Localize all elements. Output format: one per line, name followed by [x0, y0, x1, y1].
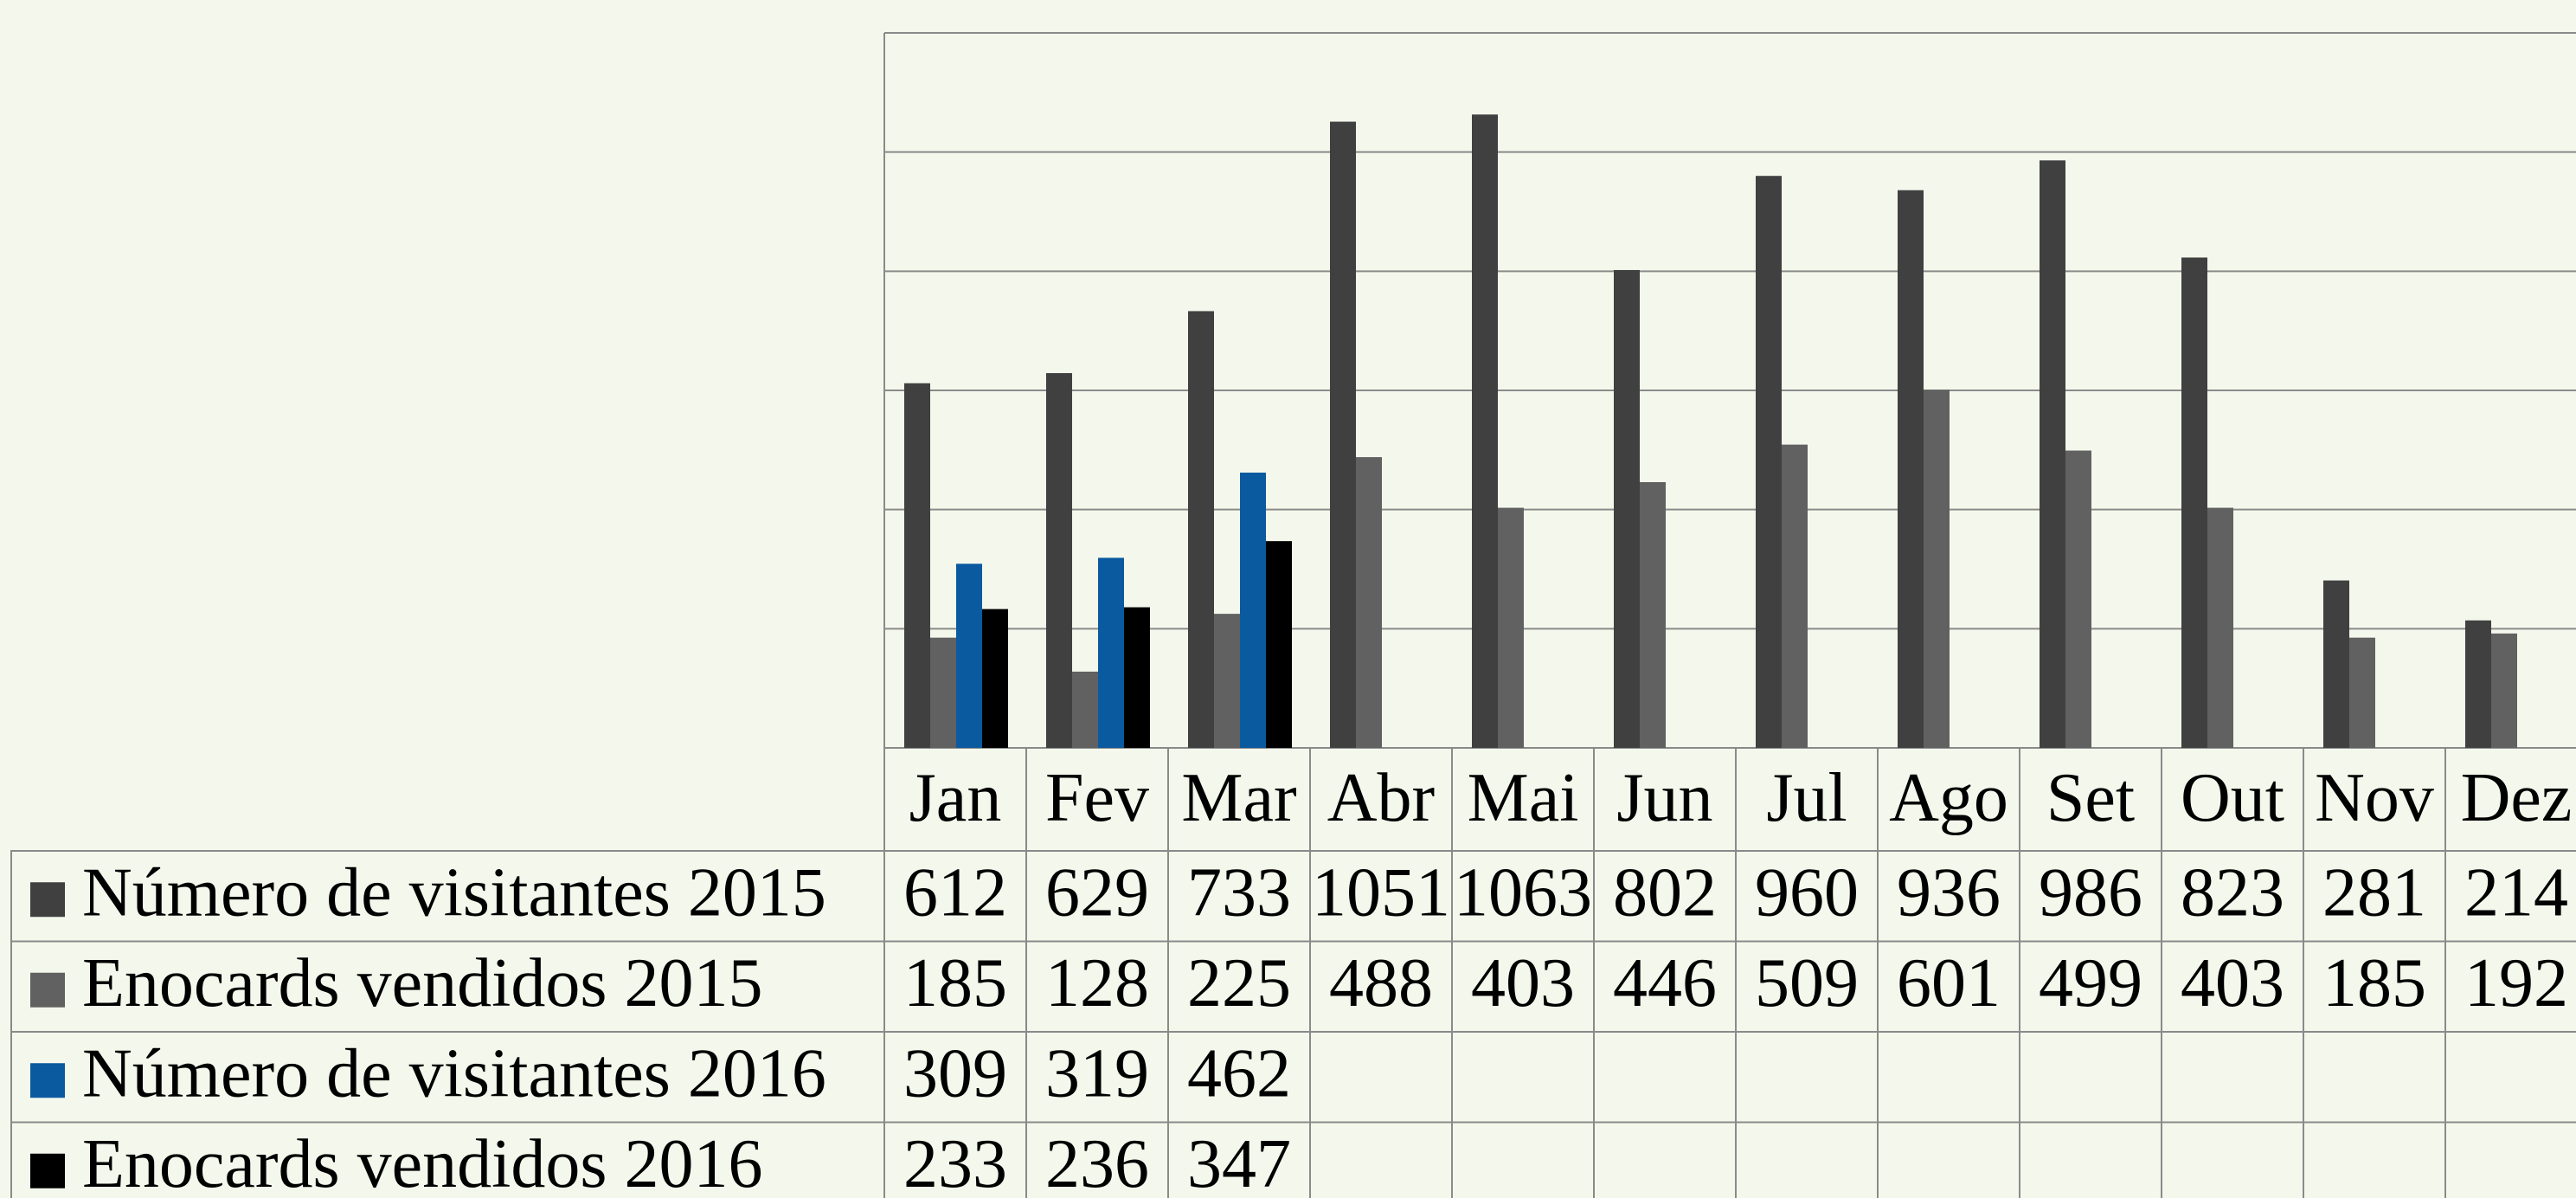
legend-label: Número de visitantes 2016: [82, 1036, 826, 1112]
table-value: 629: [1045, 855, 1149, 931]
legend-swatch: [30, 882, 65, 918]
bar: [1782, 444, 1808, 748]
bar: [2181, 257, 2207, 748]
bar: [2349, 637, 2375, 748]
table-cell: [1877, 1031, 2020, 1124]
bar: [956, 564, 982, 748]
bar: [1124, 607, 1150, 748]
table-cell: [2161, 1121, 2304, 1198]
table-value: 1051: [1312, 855, 1450, 931]
table-cell: [2019, 1031, 2162, 1124]
bar: [2040, 160, 2065, 748]
table-value: 462: [1187, 1036, 1291, 1112]
table-value: 192: [2464, 945, 2568, 1021]
table-cell: [2161, 1031, 2304, 1124]
bar: [1098, 557, 1124, 748]
table-cell: [1309, 1031, 1453, 1124]
table-value: 403: [2181, 945, 2284, 1021]
table-value: 601: [1897, 945, 2001, 1021]
table-value: 347: [1187, 1126, 1291, 1198]
x-tick-label: Jan: [909, 760, 1002, 836]
table-cell: [1309, 1121, 1453, 1198]
table-cell: [2019, 1121, 2162, 1198]
x-tick-label: Jun: [1616, 760, 1712, 836]
bar: [1614, 269, 1640, 748]
table-value: 185: [2322, 945, 2426, 1021]
table-value: 936: [1897, 855, 2001, 931]
x-tick-label: Out: [2181, 760, 2284, 836]
table-value: 214: [2464, 855, 2568, 931]
x-tick-label: Fev: [1045, 760, 1149, 836]
bar: [1046, 373, 1072, 748]
x-tick-label: Jul: [1766, 760, 1847, 836]
legend-label: Enocards vendidos 2016: [82, 1126, 763, 1198]
table-value: 499: [2039, 945, 2142, 1021]
bar: [1756, 176, 1782, 748]
table-value: 233: [903, 1126, 1007, 1198]
bar: [1472, 114, 1498, 749]
table-value: 128: [1045, 945, 1149, 1021]
bar: [2065, 450, 2091, 748]
table-value: 309: [903, 1036, 1007, 1112]
bar: [1330, 121, 1356, 749]
bar: [1266, 541, 1292, 748]
legend-swatch: [30, 972, 65, 1008]
table-value: 225: [1187, 945, 1291, 1021]
table-value: 319: [1045, 1036, 1149, 1112]
x-tick-label: Mai: [1468, 760, 1579, 836]
table-value: 1063: [1454, 855, 1592, 931]
table-cell: [2444, 1031, 2576, 1124]
x-tick-label: Nov: [2315, 760, 2434, 836]
bar: [1240, 472, 1266, 748]
table-value: 446: [1613, 945, 1717, 1021]
table-value: 960: [1755, 855, 1859, 931]
bar: [930, 637, 956, 748]
legend-swatch: [30, 1153, 65, 1188]
table-value: 509: [1755, 945, 1859, 1021]
table-value: 612: [903, 855, 1007, 931]
table-cell: [2303, 1031, 2446, 1124]
table-cell: [2444, 1121, 2576, 1198]
table-value: 733: [1187, 855, 1291, 931]
table-value: 488: [1329, 945, 1433, 1021]
table-value: 802: [1613, 855, 1717, 931]
x-tick-label: Abr: [1327, 760, 1435, 836]
table-value: 236: [1045, 1126, 1149, 1198]
bar: [1356, 457, 1382, 748]
table-value: 403: [1471, 945, 1575, 1021]
bar: [1898, 190, 1924, 749]
table-cell: [1735, 1121, 1879, 1198]
table-value: 823: [2181, 855, 2284, 931]
bar: [1924, 390, 1950, 748]
bar: [1214, 614, 1240, 748]
bar: [2465, 620, 2491, 748]
x-tick-label: Ago: [1889, 760, 2008, 836]
x-tick-label: Dez: [2461, 760, 2573, 836]
bar: [982, 609, 1008, 748]
table-cell: [1593, 1031, 1737, 1124]
bar: [1188, 311, 1214, 748]
table-value: 185: [903, 945, 1007, 1021]
table-cell: [1451, 1031, 1595, 1124]
x-tick-label: Set: [2046, 760, 2135, 836]
legend-label: Enocards vendidos 2015: [82, 945, 763, 1021]
table-cell: [1593, 1121, 1737, 1198]
legend-label: Número de visitantes 2015: [82, 855, 826, 931]
bar: [1498, 507, 1524, 748]
table-cell: [1451, 1121, 1595, 1198]
bar: [904, 383, 930, 748]
legend-swatch: [30, 1063, 65, 1098]
bar: [1640, 482, 1666, 748]
x-tick-label: Mar: [1181, 760, 1296, 836]
bar: [2491, 633, 2517, 748]
table-cell: [1735, 1031, 1879, 1124]
table-cell: [2303, 1121, 2446, 1198]
bar: [2207, 507, 2233, 748]
table-value: 986: [2039, 855, 2142, 931]
bar: [2323, 580, 2349, 748]
table-value: 281: [2322, 855, 2426, 931]
bar: [1072, 671, 1098, 748]
table-cell: [1877, 1121, 2020, 1198]
